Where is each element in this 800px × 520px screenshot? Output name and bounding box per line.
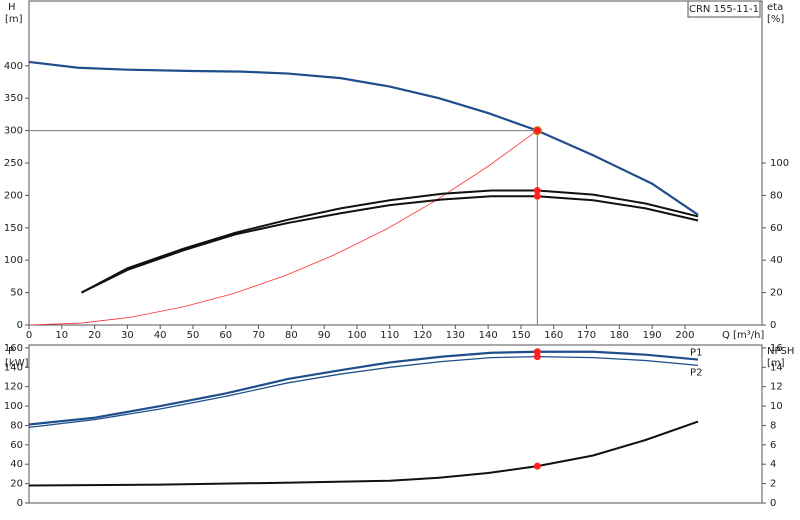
- y2-tick-label: 2: [770, 479, 776, 490]
- duty-marker: [533, 353, 541, 361]
- duty-marker: [533, 348, 541, 356]
- y2-tick-label: 10: [770, 401, 783, 412]
- y2-tick-label: 12: [770, 382, 783, 393]
- y-tick-label: 200: [4, 190, 23, 201]
- x-label: Q [m³/h]: [722, 330, 764, 341]
- x-tick-label: 200: [675, 330, 694, 341]
- y-tick-label: 250: [4, 158, 23, 169]
- y-tick-label: 100: [4, 401, 23, 412]
- y2-label: eta: [767, 2, 783, 13]
- x-tick-label: 100: [347, 330, 366, 341]
- plot-frame: [28, 0, 763, 326]
- x-tick-label: 130: [446, 330, 465, 341]
- x-tick-label: 50: [187, 330, 200, 341]
- y-tick-label: 120: [4, 382, 23, 393]
- x-tick-label: 160: [544, 330, 563, 341]
- chart-title: CRN 155-11-1: [689, 4, 759, 15]
- y2-unit: [m]: [767, 358, 785, 369]
- plot-frame: [28, 344, 763, 504]
- x-tick-label: 30: [121, 330, 134, 341]
- curve-label: P2: [690, 367, 702, 378]
- x-tick-label: 0: [26, 330, 32, 341]
- y2-tick-label: 60: [770, 223, 783, 234]
- y-tick-label: 60: [10, 440, 23, 451]
- curve: [81, 195, 699, 294]
- duty-marker: [533, 192, 541, 200]
- curve: [81, 189, 699, 294]
- curve: [28, 355, 699, 429]
- y-tick-label: 0: [17, 320, 23, 331]
- duty-marker: [533, 462, 541, 470]
- x-tick-label: 40: [154, 330, 167, 341]
- y2-tick-label: 80: [770, 190, 783, 201]
- y2-tick-label: 20: [770, 288, 783, 299]
- y-tick-label: 0: [17, 498, 23, 509]
- y2-unit: [%]: [767, 14, 784, 25]
- title-box: [687, 0, 761, 18]
- y-unit: [kW]: [5, 358, 29, 369]
- y-tick-label: 140: [4, 362, 23, 373]
- y-tick-label: 300: [4, 126, 23, 137]
- curve-label: P1: [690, 348, 702, 359]
- y-unit: [m]: [5, 14, 23, 25]
- x-tick-label: 20: [88, 330, 101, 341]
- y-label: P: [8, 346, 14, 357]
- y-tick-label: 160: [4, 343, 23, 354]
- y2-tick-label: 0: [770, 498, 776, 509]
- y2-tick-label: 14: [770, 362, 783, 373]
- curve: [28, 130, 538, 326]
- x-tick-label: 70: [252, 330, 265, 341]
- x-tick-label: 180: [610, 330, 629, 341]
- y2-tick-label: 16: [770, 343, 783, 354]
- curve: [28, 60, 699, 216]
- x-tick-label: 190: [643, 330, 662, 341]
- y-tick-label: 100: [4, 255, 23, 266]
- curve: [28, 420, 699, 487]
- y-tick-label: 350: [4, 93, 23, 104]
- y2-tick-label: 0: [770, 320, 776, 331]
- y-tick-label: 150: [4, 223, 23, 234]
- y-tick-label: 400: [4, 61, 23, 72]
- curve: [28, 350, 699, 426]
- duty-marker: [533, 187, 541, 195]
- y2-tick-label: 8: [770, 420, 776, 431]
- y2-tick-label: 6: [770, 440, 776, 451]
- x-tick-label: 120: [413, 330, 432, 341]
- y2-label: NPSH: [767, 346, 794, 357]
- y2-tick-label: 4: [770, 459, 776, 470]
- x-tick-label: 90: [318, 330, 331, 341]
- duty-marker: [533, 127, 541, 135]
- y-tick-label: 80: [10, 420, 23, 431]
- y-tick-label: 50: [10, 288, 23, 299]
- x-tick-label: 170: [577, 330, 596, 341]
- x-tick-label: 140: [479, 330, 498, 341]
- x-tick-label: 10: [55, 330, 68, 341]
- y-tick-label: 20: [10, 479, 23, 490]
- y-tick-label: 40: [10, 459, 23, 470]
- x-tick-label: 110: [380, 330, 399, 341]
- x-tick-label: 150: [511, 330, 530, 341]
- y2-tick-label: 100: [770, 158, 789, 169]
- x-tick-label: 60: [219, 330, 232, 341]
- y-label: H: [8, 2, 16, 13]
- y2-tick-label: 40: [770, 255, 783, 266]
- x-tick-label: 80: [285, 330, 298, 341]
